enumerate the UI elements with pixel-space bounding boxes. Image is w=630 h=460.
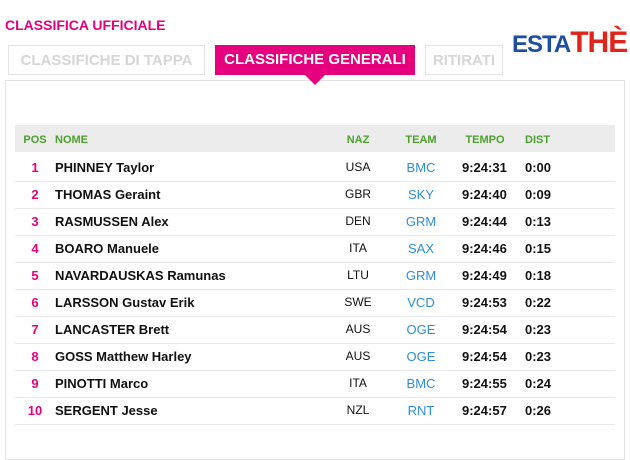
position: 1 [31,160,39,175]
gap: 0:15 [525,241,552,256]
gap: 0:23 [525,349,552,364]
gap: 0:00 [525,160,552,175]
time: 9:24:55 [462,376,507,391]
team: GRM [405,268,437,283]
gap: 0:18 [525,268,552,283]
rider-name: LARSSON Gustav Erik [55,295,195,310]
time: 9:24:53 [462,295,507,310]
nation: LTU [347,268,369,282]
column-header: DIST [525,134,551,146]
row-separator [15,316,615,317]
position: 8 [31,349,39,364]
page-title: CLASSIFICA UFFICIALE [5,17,166,33]
tab[interactable]: CLASSIFICHE DI TAPPA [8,45,205,75]
nation: AUS [345,322,371,336]
row-separator [15,208,615,209]
page: CLASSIFICA UFFICIALE CLASSIFICHE DI TAPP… [5,17,629,460]
nation: AUS [345,349,371,363]
logo-text: THÈ [570,26,628,59]
row-separator [15,343,615,344]
time: 9:24:54 [462,322,507,337]
position: 9 [31,376,39,391]
time: 9:24:46 [462,241,507,256]
team: SKY [407,187,434,202]
rider-name: BOARO Manuele [55,241,160,256]
nation: SWE [344,295,372,309]
position: 4 [31,241,39,256]
nation: USA [345,160,371,174]
row-separator [15,262,615,263]
position: 5 [31,268,39,283]
row-separator [15,235,615,236]
rider-name: NAVARDAUSKAS Ramunas [55,268,226,283]
position: 10 [27,403,43,418]
nation: ITA [349,376,367,390]
column-header: NOME [55,134,88,146]
rider-name: RASMUSSEN Alex [55,214,169,229]
rider-name: LANCASTER Brett [55,322,170,337]
team: OGE [406,322,436,337]
rider-name: PINOTTI Marco [55,376,149,391]
tab-arrow [305,75,325,85]
column-header: TEAM [405,134,437,146]
time: 9:24:31 [462,160,507,175]
table-header [15,125,615,152]
team: BMC [406,160,436,175]
tab-active[interactable]: CLASSIFICHE GENERALI [215,45,415,75]
row-separator [15,397,615,398]
position: 7 [31,322,39,337]
logo[interactable]: ESTATHÈ [512,26,628,60]
time: 9:24:54 [462,349,507,364]
position: 2 [31,187,39,202]
position: 3 [31,214,39,229]
nation: GBR [344,187,371,201]
nation: NZL [346,403,370,417]
time: 9:24:44 [462,214,507,229]
row-separator [15,289,615,290]
row-separator [15,424,615,425]
time: 9:24:49 [462,268,507,283]
team: SAX [407,241,434,256]
gap: 0:22 [525,295,552,310]
column-header: TEMPO [465,134,505,146]
team: GRM [405,214,437,229]
rider-name: THOMAS Geraint [55,187,161,202]
rider-name: GOSS Matthew Harley [55,349,192,364]
time: 9:24:57 [462,403,507,418]
nation: DEN [345,214,371,228]
row-separator [15,370,615,371]
team: OGE [406,349,436,364]
team: BMC [406,376,436,391]
logo-text: ESTA [512,31,571,58]
position: 6 [31,295,39,310]
tab[interactable]: RITIRATI [425,45,503,75]
column-header: NAZ [346,134,370,146]
rider-name: SERGENT Jesse [55,403,158,418]
column-header: POS [23,134,47,146]
nation: ITA [349,241,367,255]
gap: 0:26 [525,403,552,418]
time: 9:24:40 [462,187,507,202]
gap: 0:13 [525,214,552,229]
row-separator [15,181,615,182]
gap: 0:24 [525,376,552,391]
rider-name: PHINNEY Taylor [55,160,155,175]
team: VCD [407,295,435,310]
gap: 0:09 [525,187,552,202]
team: RNT [407,403,435,418]
gap: 0:23 [525,322,552,337]
